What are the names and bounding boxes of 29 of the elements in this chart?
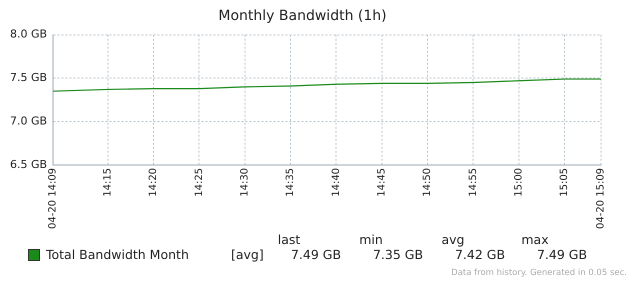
y-tick-label: 7.0 GB bbox=[10, 114, 48, 128]
chart-title: Monthly Bandwidth (1h) bbox=[218, 8, 387, 24]
y-tick-label: 6.5 GB bbox=[10, 158, 48, 171]
x-tick-label: 14:25 bbox=[194, 168, 205, 197]
text: min bbox=[358, 232, 384, 247]
legend-label: Total Bandwidth Month bbox=[46, 247, 190, 262]
text: 7.49 GB bbox=[290, 247, 342, 262]
x-tick-label: 15:00 bbox=[513, 168, 524, 197]
text: 7.49 GB bbox=[536, 247, 588, 262]
x-tick-label: 14:45 bbox=[376, 168, 388, 197]
text: last bbox=[276, 232, 302, 247]
text: max bbox=[520, 232, 550, 247]
x-tick-label: 14:30 bbox=[239, 168, 250, 197]
x-tick-label: 14:40 bbox=[330, 168, 342, 197]
x-tick-label: 14:50 bbox=[422, 168, 434, 197]
x-tick-label: 14:15 bbox=[102, 168, 114, 197]
text: 7.42 GB bbox=[454, 247, 506, 262]
text: Data from history. Generated in 0.05 sec. bbox=[451, 268, 627, 278]
y-tick-label: 7.5 GB bbox=[10, 71, 48, 84]
text: 7.35 GB bbox=[372, 247, 424, 262]
x-tick-label: 14:20 bbox=[148, 168, 160, 197]
x-tick-label: 14:55 bbox=[468, 168, 479, 197]
x-tick-label: 04-20 14:09 bbox=[48, 168, 59, 230]
y-tick-label: 8.0 GB bbox=[10, 28, 48, 41]
text: avg bbox=[440, 232, 466, 247]
x-tick-label: 14:35 bbox=[285, 168, 296, 197]
x-tick-label: 04-20 15:09 bbox=[596, 168, 607, 230]
x-tick-label: 15:05 bbox=[559, 168, 570, 197]
text: [avg] bbox=[231, 247, 265, 262]
